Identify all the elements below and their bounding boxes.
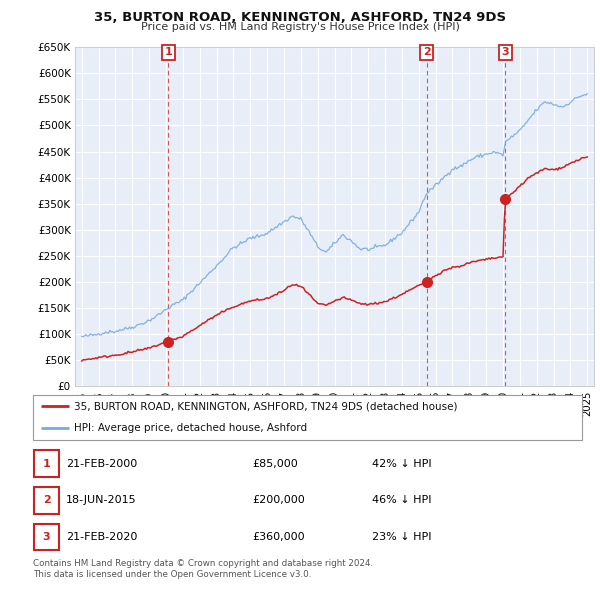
Text: 21-FEB-2020: 21-FEB-2020 xyxy=(66,532,137,542)
Text: 3: 3 xyxy=(502,47,509,57)
FancyBboxPatch shape xyxy=(34,487,59,513)
Text: £85,000: £85,000 xyxy=(252,459,298,468)
Text: 2: 2 xyxy=(43,496,50,505)
Text: HPI: Average price, detached house, Ashford: HPI: Average price, detached house, Ashf… xyxy=(74,424,307,434)
Text: 35, BURTON ROAD, KENNINGTON, ASHFORD, TN24 9DS (detached house): 35, BURTON ROAD, KENNINGTON, ASHFORD, TN… xyxy=(74,401,458,411)
FancyBboxPatch shape xyxy=(33,395,582,440)
Text: 21-FEB-2000: 21-FEB-2000 xyxy=(66,459,137,468)
Text: 42% ↓ HPI: 42% ↓ HPI xyxy=(372,459,431,468)
Text: Contains HM Land Registry data © Crown copyright and database right 2024.
This d: Contains HM Land Registry data © Crown c… xyxy=(33,559,373,579)
Text: 35, BURTON ROAD, KENNINGTON, ASHFORD, TN24 9DS: 35, BURTON ROAD, KENNINGTON, ASHFORD, TN… xyxy=(94,11,506,24)
Text: 18-JUN-2015: 18-JUN-2015 xyxy=(66,496,137,505)
Text: £360,000: £360,000 xyxy=(252,532,305,542)
Text: 1: 1 xyxy=(164,47,172,57)
Text: 2: 2 xyxy=(422,47,430,57)
Text: 3: 3 xyxy=(43,532,50,542)
Text: Price paid vs. HM Land Registry's House Price Index (HPI): Price paid vs. HM Land Registry's House … xyxy=(140,22,460,32)
FancyBboxPatch shape xyxy=(34,524,59,550)
Text: 1: 1 xyxy=(43,459,50,468)
Text: 46% ↓ HPI: 46% ↓ HPI xyxy=(372,496,431,505)
Text: £200,000: £200,000 xyxy=(252,496,305,505)
FancyBboxPatch shape xyxy=(34,451,59,477)
Text: 23% ↓ HPI: 23% ↓ HPI xyxy=(372,532,431,542)
